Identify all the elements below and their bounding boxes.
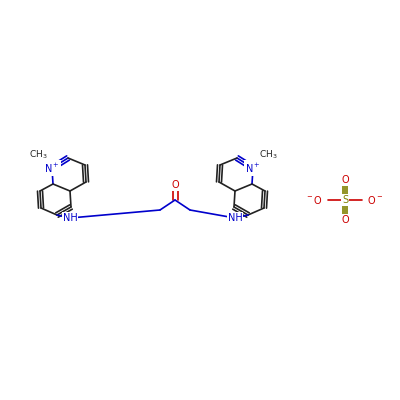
Text: $^-$O: $^-$O — [305, 194, 323, 206]
Text: O$^-$: O$^-$ — [367, 194, 383, 206]
Text: CH$_3$: CH$_3$ — [259, 149, 277, 161]
Text: NH: NH — [228, 213, 242, 223]
Text: N$^+$: N$^+$ — [44, 162, 60, 174]
Text: S: S — [342, 195, 348, 205]
Text: O: O — [341, 215, 349, 225]
Text: O: O — [171, 180, 179, 190]
Text: N$^+$: N$^+$ — [245, 162, 261, 174]
Text: O: O — [341, 175, 349, 185]
Text: NH: NH — [63, 213, 77, 223]
Text: CH$_3$: CH$_3$ — [29, 149, 47, 161]
